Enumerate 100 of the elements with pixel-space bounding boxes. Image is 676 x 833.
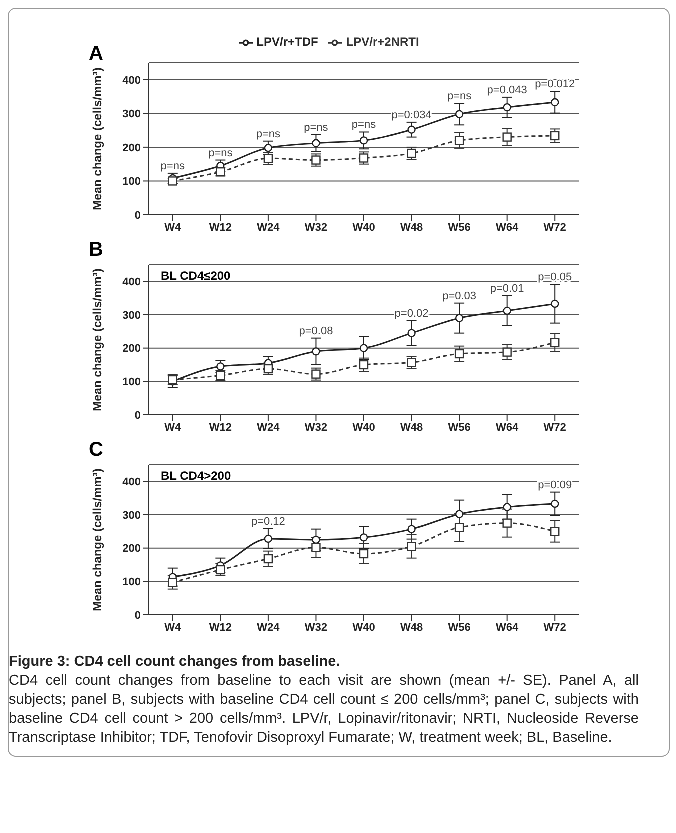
annotation: p=0.05	[538, 272, 572, 284]
y-axis-title: Mean change (cells/mm³)	[90, 468, 104, 612]
x-tick-label: W32	[304, 222, 328, 234]
point	[264, 534, 273, 544]
annotation: p=0.08	[299, 325, 334, 338]
y-tick-label: 400	[122, 74, 141, 87]
annotation: p=ns	[304, 122, 329, 134]
x-tick-label: W24	[257, 222, 281, 234]
annotation: p=0.12	[251, 516, 286, 528]
point	[408, 126, 416, 134]
annotation: p=ns	[256, 128, 282, 140]
point	[454, 136, 464, 146]
point	[408, 329, 416, 338]
y-tick-label: 200	[122, 543, 141, 556]
x-tick-label: W48	[400, 222, 424, 234]
point	[551, 500, 560, 508]
annotation: p=0.03	[442, 290, 477, 302]
x-tick-label: W40	[352, 622, 376, 634]
x-tick-label: W72	[544, 422, 566, 434]
point	[312, 536, 320, 544]
annotation: p=0.012	[535, 78, 576, 91]
annotation: p=ns	[352, 119, 377, 132]
point	[551, 300, 560, 308]
x-tick-label: W12	[209, 622, 232, 634]
y-tick-label: 400	[122, 276, 141, 289]
y-tick-label: 0	[134, 410, 141, 422]
annotation: p=0.043	[487, 84, 528, 96]
y-tick-label: 200	[122, 142, 141, 154]
legend-label: LPV/r+TDF	[256, 35, 318, 49]
x-tick-label: W56	[448, 422, 471, 434]
y-tick-label: 0	[134, 210, 141, 222]
point	[502, 132, 512, 142]
point	[550, 131, 560, 141]
point	[264, 144, 273, 152]
y-tick-label: 300	[122, 310, 141, 322]
x-tick-label: W12	[209, 422, 232, 434]
annotation: p=0.09	[538, 479, 572, 492]
point	[503, 503, 512, 512]
x-tick-label: W32	[304, 622, 328, 634]
point	[454, 349, 464, 359]
x-tick-label: W32	[304, 422, 328, 434]
x-tick-label: W64	[496, 222, 520, 234]
point	[359, 360, 369, 370]
point	[454, 523, 464, 532]
point	[455, 314, 464, 322]
point	[168, 578, 178, 588]
annotation: p=ns	[208, 147, 234, 160]
x-tick-label: W24	[257, 622, 281, 634]
y-tick-label: 400	[122, 476, 141, 489]
y-tick-label: 100	[122, 376, 141, 389]
y-tick-label: 100	[122, 176, 141, 188]
x-tick-label: W48	[400, 422, 424, 434]
x-tick-label: W4	[164, 222, 182, 234]
x-tick-label: W4	[164, 422, 182, 434]
x-tick-label: W40	[352, 222, 376, 234]
annotation: p=ns	[447, 90, 472, 103]
y-axis-title: Mean change (cells/mm³)	[90, 68, 104, 210]
point	[407, 542, 416, 552]
text: CD4 cell count changes from baseline to each visit are shown (mean +/- SE). Panel A, all subjects; panel B, subjects with baseline CD4 cell count ≤ 200 cells/mm³; panel C, subjects with baseline CD4 cell count > 200 cells/mm³. LPV/r, Lopinavir/ritonavir; NRTI, Nucleoside Reverse Transcriptase Inhibitor; TDF, Tenofovir Disoproxyl Fumarate; W, treatment week; BL, Baseline.	[9, 672, 639, 748]
point	[360, 136, 368, 145]
chart-subtitle: BL CD4>200	[161, 469, 232, 483]
chart-subtitle: BL CD4≤200	[161, 269, 231, 283]
y-tick-label: 300	[122, 108, 141, 121]
y-tick-label: 300	[122, 510, 141, 522]
point	[216, 362, 225, 371]
y-tick-label: 200	[122, 343, 141, 356]
point	[551, 98, 560, 107]
annotation: p=0.01	[490, 283, 524, 295]
x-tick-label: W24	[257, 422, 281, 434]
point	[550, 338, 560, 348]
x-tick-label: W4	[164, 622, 182, 634]
point	[455, 510, 464, 518]
point	[550, 527, 560, 536]
point	[455, 110, 464, 118]
x-tick-label: W56	[448, 222, 471, 234]
legend-label: LPV/r+2NRTI	[346, 35, 420, 49]
point	[312, 139, 320, 148]
annotation: p=ns	[160, 160, 186, 172]
x-tick-label: W72	[544, 222, 566, 234]
chart-title: C	[89, 439, 104, 462]
point	[359, 549, 369, 559]
y-tick-label: 100	[122, 576, 141, 589]
point	[360, 534, 368, 542]
y-tick-label: 0	[134, 610, 141, 622]
point	[408, 525, 416, 534]
x-tick-label: W64	[496, 622, 520, 634]
x-tick-label: W12	[209, 222, 232, 234]
point	[503, 306, 512, 316]
point	[312, 543, 321, 552]
point	[502, 348, 512, 357]
caption: Figure 3: CD4 cell count changes from baseline.	[9, 653, 342, 672]
x-tick-label: W48	[400, 622, 424, 634]
point	[503, 103, 512, 112]
point	[312, 348, 320, 356]
x-tick-label: W56	[448, 622, 471, 634]
chart-title: B	[89, 239, 104, 262]
x-tick-label: W72	[544, 622, 566, 634]
y-axis-title: Mean change (cells/mm³)	[90, 268, 104, 412]
x-tick-label: W64	[496, 422, 520, 434]
chart-title: A	[89, 43, 104, 66]
